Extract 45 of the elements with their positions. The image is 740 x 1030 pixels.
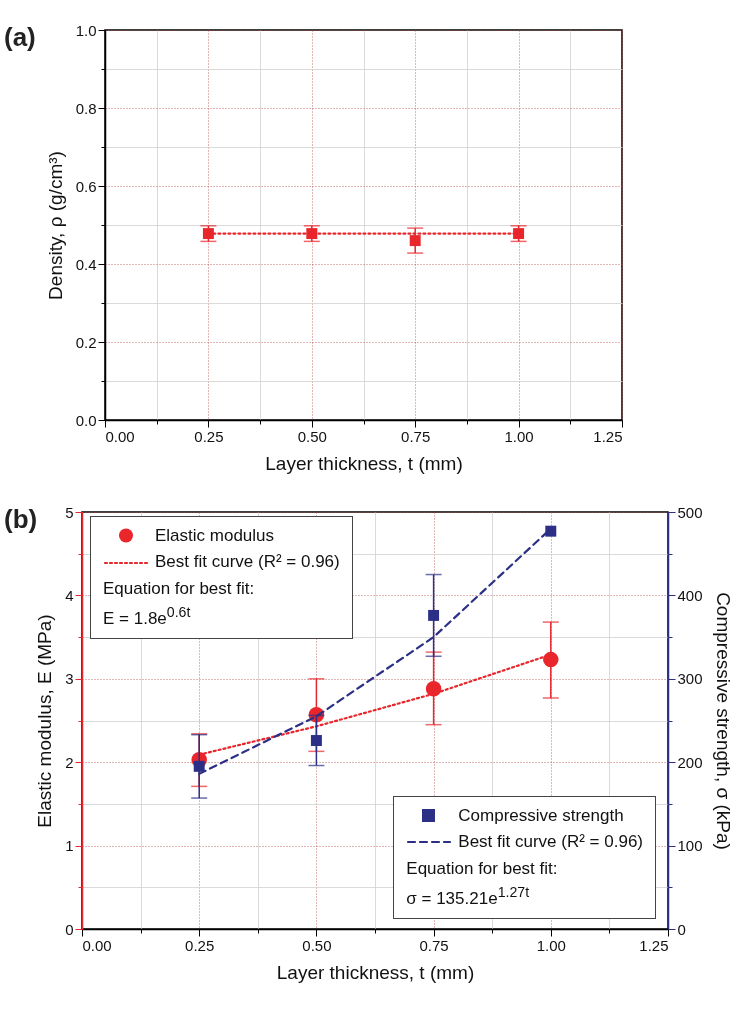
y-tick-label: 0.2	[75, 333, 97, 351]
y-tick-label: 4	[65, 586, 74, 604]
x-tick-label: 1.25	[593, 427, 623, 445]
x-axis-title: Layer thickness, t (mm)	[265, 452, 463, 474]
x-tick-label: 1.00	[536, 936, 566, 954]
y-tick-label: 3	[65, 670, 74, 688]
chart-title: (a)	[4, 22, 36, 52]
legend-label: Elastic modulus	[155, 525, 275, 547]
y-tick-label: 0	[65, 920, 74, 938]
y-tick-label: 1.0	[75, 21, 97, 39]
annotation: E = 1.8e$^{0.6t}$	[103, 603, 192, 630]
x-tick-label: 0.25	[194, 427, 224, 445]
x-tick-label: 1.00	[504, 427, 534, 445]
x-tick-label: 0.75	[401, 427, 431, 445]
annotation: Equation for best fit:	[406, 857, 559, 880]
y2-axis-title: Compressive strength, σ (kPa)	[712, 592, 734, 850]
chart-title: (b)	[4, 504, 38, 534]
y2-tick-label: 0	[677, 920, 686, 938]
x-tick-label: 0.00	[82, 936, 112, 954]
y2-tick-label: 500	[677, 503, 703, 521]
x-tick-label: 0.25	[185, 936, 215, 954]
y-tick-label: 0.4	[75, 255, 97, 273]
y-tick-label: 5	[65, 503, 74, 521]
annotation: Equation for best fit:	[103, 577, 256, 600]
legend-label: Compressive strength	[458, 804, 624, 827]
legend-label: Best fit curve (R² = 0.96)	[458, 831, 643, 854]
annotation: σ = 135.21e$^{1.27t}$	[406, 883, 531, 910]
x-tick-label: 0.50	[297, 427, 327, 445]
y-tick-label: 1	[65, 837, 74, 855]
y-axis-title: Density, ρ (g/cm³)	[44, 151, 66, 300]
x-axis-title: Layer thickness, t (mm)	[276, 961, 475, 983]
x-tick-label: 0.50	[302, 936, 332, 954]
y2-tick-label: 200	[677, 753, 703, 771]
y-axis-title: Elastic modulus, E (MPa)	[34, 614, 56, 828]
y-tick-label: 2	[65, 753, 74, 771]
legend-label: Best fit curve (R² = 0.96)	[155, 551, 340, 574]
y-tick-label: 0.8	[75, 99, 97, 117]
x-tick-label: 0.00	[105, 427, 135, 445]
x-tick-label: 1.25	[639, 936, 669, 954]
y2-tick-label: 100	[677, 837, 703, 855]
y2-tick-label: 300	[677, 670, 703, 688]
y-tick-label: 0.6	[75, 177, 97, 195]
y-tick-label: 0.0	[75, 411, 97, 429]
y2-tick-label: 400	[677, 586, 703, 604]
x-tick-label: 0.75	[419, 936, 449, 954]
